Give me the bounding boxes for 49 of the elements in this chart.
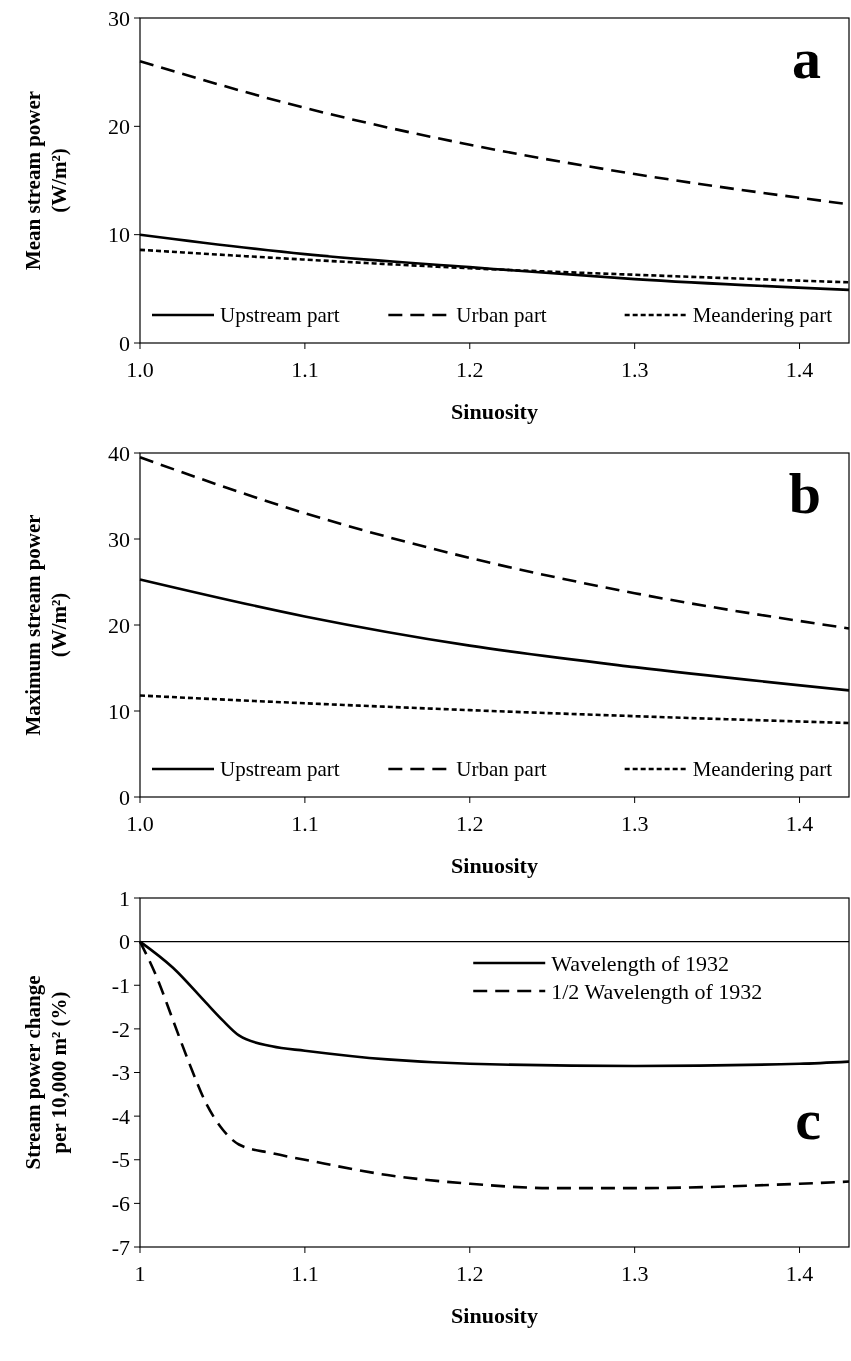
legend-label: Upstream part (220, 303, 340, 328)
y-tick-label: -1 (111, 972, 130, 998)
annotation: c (795, 1086, 821, 1152)
x-tick-label: 1.2 (456, 357, 484, 382)
y-tick-label: 1 (119, 885, 130, 911)
x-tick-label: 1.3 (620, 357, 649, 382)
legend-label: Urban part (456, 303, 547, 328)
x-tick-label: 1.3 (620, 1261, 649, 1286)
x-tick-label: 1.4 (785, 1261, 814, 1286)
x-axis-title: Sinuosity (451, 853, 538, 878)
legend-label: Urban part (456, 757, 547, 782)
y-axis-title: Stream power change per 10,000 m² (%) (21, 975, 71, 1170)
x-tick-label: 1.4 (785, 357, 814, 382)
y-tick-label: 10 (108, 222, 130, 248)
x-tick-label: 1.1 (291, 1261, 319, 1286)
y-tick-label: 30 (108, 5, 130, 31)
y-tick-label: -6 (111, 1191, 130, 1217)
legend-label: Wavelength of 1932 (551, 950, 730, 976)
y-tick-label: 20 (108, 612, 130, 638)
legend-label: Meandering part (692, 757, 833, 782)
x-tick-label: 1.2 (456, 1261, 484, 1286)
y-tick-label: -3 (111, 1060, 130, 1086)
y-tick-label: -7 (111, 1234, 130, 1260)
y-tick-label: 0 (119, 784, 130, 810)
y-tick-label: 40 (108, 440, 130, 466)
x-tick-label: 1.1 (291, 357, 319, 382)
x-tick-label: 1.0 (126, 357, 154, 382)
legend-label: 1/2 Wavelength of 1932 (551, 978, 763, 1004)
y-axis-title: Mean stream power (W/m²) (21, 90, 71, 271)
annotation: a (792, 26, 821, 91)
x-axis-title: Sinuosity (451, 399, 538, 424)
y-tick-label: 10 (108, 698, 130, 724)
y-tick-label: 0 (119, 330, 130, 356)
x-axis-title: Sinuosity (451, 1303, 538, 1328)
x-tick-label: 1.3 (620, 811, 649, 836)
y-tick-label: -2 (111, 1016, 130, 1042)
x-tick-label: 1.1 (291, 811, 319, 836)
legend-label: Meandering part (692, 303, 833, 328)
legend-label: Upstream part (220, 757, 340, 782)
annotation: b (788, 461, 821, 526)
y-tick-label: -4 (111, 1103, 130, 1129)
y-tick-label: -5 (111, 1147, 130, 1173)
x-tick-label: 1.2 (456, 811, 484, 836)
y-tick-label: 0 (119, 929, 130, 955)
x-tick-label: 1.0 (126, 811, 154, 836)
y-tick-label: 30 (108, 526, 130, 552)
y-tick-label: 20 (108, 114, 130, 140)
x-tick-label: 1.4 (785, 811, 814, 836)
y-axis-title: Maximum stream power (W/m²) (21, 514, 71, 736)
